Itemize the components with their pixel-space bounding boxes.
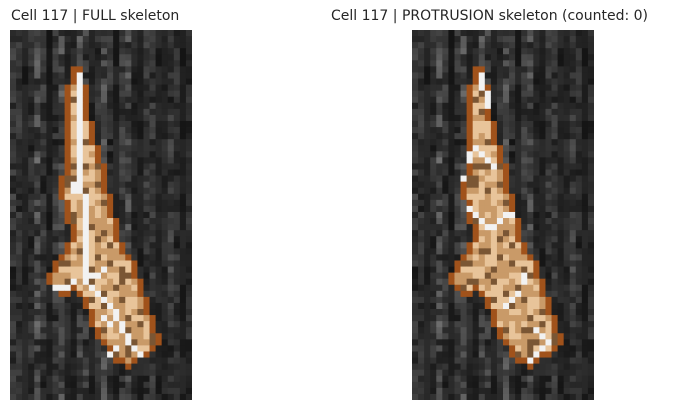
cell-image-pixels: [412, 30, 594, 400]
panel-full-skeleton: [10, 30, 192, 400]
cell-image-full: [10, 30, 192, 400]
cell-image-protrusion: [412, 30, 594, 400]
panel-protrusion-skeleton: [412, 30, 594, 400]
cell-image-pixels: [10, 30, 192, 400]
panel-title-protrusion: Cell 117 | PROTRUSION skeleton (counted:…: [331, 8, 649, 24]
panel-title-full: Cell 117 | FULL skeleton: [11, 8, 180, 24]
